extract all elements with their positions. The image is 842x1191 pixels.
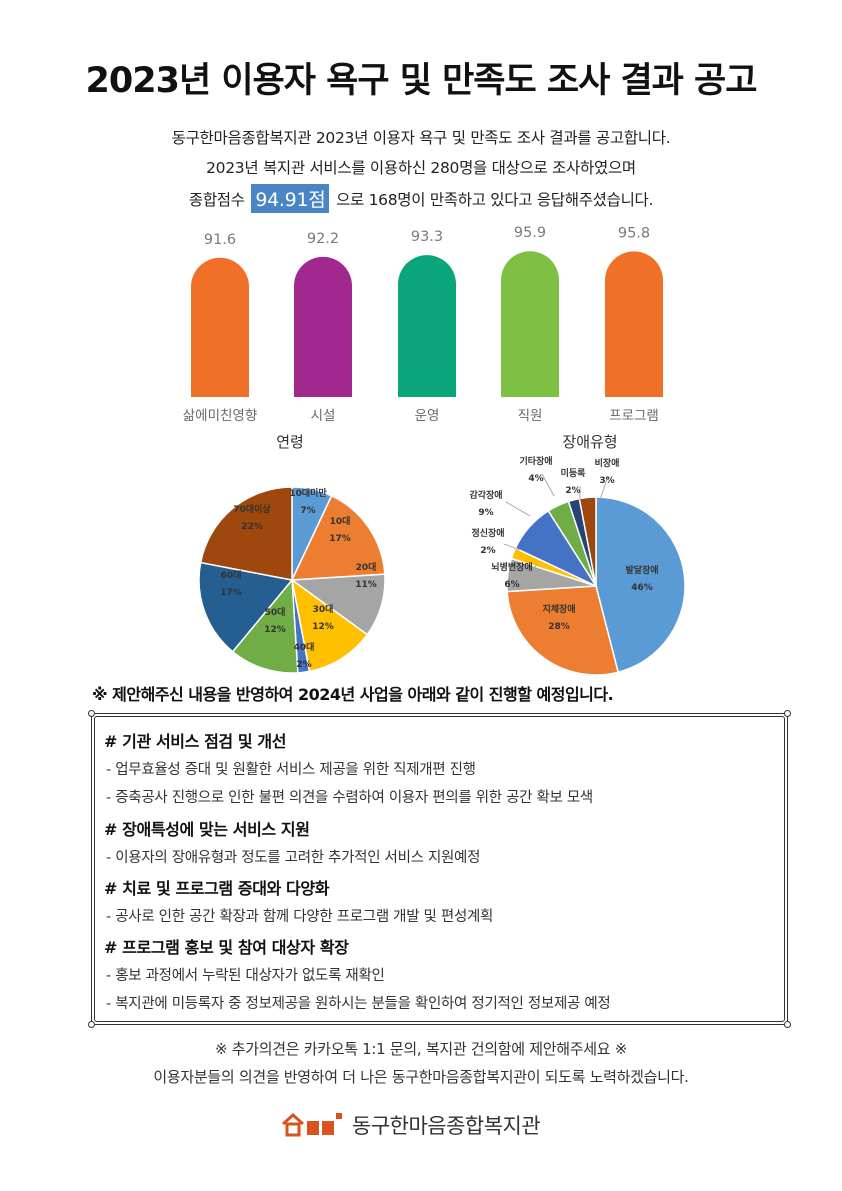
disability-pie-chart: 장애유형 발달장애 46% 지체장애 28% 뇌병변장애 6% 정신장애 2% 감각장애 9% 기타…: [469, 433, 686, 676]
plan-box: # 기관 서비스 점검 및 개선 - 업무효율성 증대 및 원활한 서비스 제공…: [88, 710, 791, 1028]
pie-slice: [578, 496, 597, 587]
pie-percent-label: 12%: [264, 625, 286, 635]
bar-category-label: 시설: [311, 408, 336, 424]
pie-slice: [595, 496, 686, 674]
pie-percent-label: 28%: [548, 622, 570, 632]
intro-line-3-prefix: 종합점수: [188, 191, 245, 209]
bar: [191, 257, 249, 397]
plan-item: - 공사로 인한 공간 확장과 함께 다양한 프로그램 개발 및 편성계획: [106, 909, 494, 925]
pie-percent-label: 7%: [300, 506, 315, 516]
pie-category-label: 미등록: [561, 467, 586, 479]
disability-chart-title: 장애유형: [562, 433, 617, 451]
total-score-badge: 94.91점: [251, 184, 330, 213]
pie-category-label: 30대: [313, 603, 334, 615]
pie-percent-label: 2%: [296, 660, 311, 670]
bar-value-label: 95.9: [514, 225, 546, 241]
bar: [605, 251, 663, 397]
intro-line-2: 2023년 복지관 서비스를 이용하신 280명을 대상으로 조사하였으며: [206, 159, 636, 177]
plan-heading-2: # 장애특성에 맞는 서비스 지원: [104, 820, 310, 839]
bar-category-label: 삶에미친영향: [183, 408, 258, 424]
pie-percent-label: 17%: [220, 588, 242, 598]
pie-slice: [290, 494, 386, 581]
pie-category-label: 10대: [330, 515, 351, 527]
bar-category-label: 운영: [415, 408, 440, 424]
leader-line: [599, 475, 609, 501]
pie-category-label: 감각장애: [469, 489, 502, 501]
pie-slice: [290, 578, 369, 673]
bar-value-label: 91.6: [204, 232, 236, 248]
pie-slice: [198, 561, 294, 653]
org-logo-icon: [282, 1112, 342, 1137]
bar: [501, 251, 559, 397]
plan-notice: ※ 제안해주신 내용을 반영하여 2024년 사업을 아래와 같이 진행할 예정…: [92, 685, 614, 704]
plan-item: - 이용자의 장애유형과 정도를 고려한 추가적인 서비스 지원예정: [106, 850, 481, 866]
leader-line: [505, 501, 531, 517]
pie-category-label: 60대: [221, 569, 242, 581]
pie-category-label: 비장애: [595, 457, 620, 469]
pie-slice: [506, 585, 620, 676]
bar-category-label: 직원: [518, 408, 543, 424]
plan-heading-1: # 기관 서비스 점검 및 개선: [104, 732, 287, 751]
pie-percent-label: 11%: [355, 580, 377, 590]
leader-line: [503, 543, 521, 551]
pie-category-label: 20대: [356, 561, 377, 573]
intro-line-3-suffix: 으로 168명이 만족하고 있다고 응답해주셨습니다.: [336, 191, 654, 209]
pie-percent-label: 12%: [312, 622, 334, 632]
box-corner: [784, 710, 791, 717]
box-corner: [88, 1021, 95, 1028]
pie-percent-label: 2%: [480, 546, 495, 556]
age-pie-chart: 연령 10대미만 7% 10대 17% 20대 11% 30대 12% 40대 2% 50대 12% 6…: [198, 433, 386, 674]
pie-percent-label: 22%: [241, 522, 263, 532]
age-chart-title: 연령: [276, 433, 304, 451]
satisfaction-bar-chart: 91.6 삶에미친영향 92.2 시설 93.3 운영 95.9 직원 95.8 프로그램: [183, 225, 663, 424]
pie-category-label: 기타장애: [519, 455, 552, 467]
pie-category-label: 발달장애: [625, 564, 658, 576]
bar-value-label: 95.8: [618, 225, 650, 241]
pie-percent-label: 6%: [504, 580, 519, 590]
pie-category-label: 40대: [294, 641, 315, 653]
pie-percent-label: 4%: [528, 474, 543, 484]
pie-slice: [231, 578, 299, 674]
org-name: 동구한마음종합복지관: [352, 1114, 541, 1138]
pie-category-label: 뇌병변장애: [491, 561, 532, 573]
pie-percent-label: 2%: [565, 486, 580, 496]
footer-line-2: 이용자분들의 의견을 반영하여 더 나은 동구한마음종합복지관이 되도록 노력하…: [153, 1068, 689, 1086]
pie-category-label: 50대: [265, 606, 286, 618]
pie-category-label: 10대미만: [289, 487, 327, 499]
pie-percent-label: 46%: [631, 583, 653, 593]
box-corner: [88, 710, 95, 717]
leader-line: [525, 563, 539, 575]
plan-item: - 증축공사 진행으로 인한 불편 의견을 수렴하여 이용자 편의를 위한 공간…: [106, 790, 593, 806]
bar-value-label: 92.2: [307, 231, 339, 247]
intro-line-3: 종합점수 94.91점 으로 168명이 만족하고 있다고 응답해주셨습니다.: [0, 184, 842, 213]
intro-line-1: 동구한마음종합복지관 2023년 이용자 욕구 및 만족도 조사 결과를 공고합…: [171, 129, 671, 147]
pie-category-label: 정신장애: [471, 527, 504, 539]
box-corner: [784, 1021, 791, 1028]
bar-value-label: 93.3: [411, 229, 443, 245]
pie-percent-label: 3%: [599, 476, 614, 486]
plan-item: - 홍보 과정에서 누락된 대상자가 없도록 재확인: [106, 968, 385, 984]
page-title: 2023년 이용자 욕구 및 만족도 조사 결과 공고: [85, 61, 758, 101]
leader-line: [541, 473, 555, 497]
footer-line-1: ※ 추가의견은 카카오톡 1:1 문의, 복지관 건의함에 제안해주세요 ※: [215, 1040, 627, 1058]
pie-slice: [199, 486, 293, 581]
bar: [294, 256, 352, 397]
bar-category-label: 프로그램: [609, 408, 659, 424]
plan-item: - 복지관에 미등록자 중 정보제공을 원하시는 분들을 확인하여 정기적인 정…: [106, 996, 611, 1012]
pie-category-label: 70대이상: [233, 503, 271, 515]
plan-item: - 업무효율성 증대 및 원활한 서비스 제공을 위한 직제개편 진행: [106, 762, 476, 778]
bar: [398, 255, 456, 397]
plan-heading-3: # 치료 및 프로그램 증대와 다양화: [104, 879, 330, 898]
plan-heading-4: # 프로그램 홍보 및 참여 대상자 확장: [104, 938, 349, 957]
pie-category-label: 지체장애: [542, 603, 575, 615]
pie-percent-label: 17%: [329, 534, 351, 544]
org-signature: 동구한마음종합복지관: [282, 1108, 541, 1142]
pie-percent-label: 9%: [478, 508, 493, 518]
